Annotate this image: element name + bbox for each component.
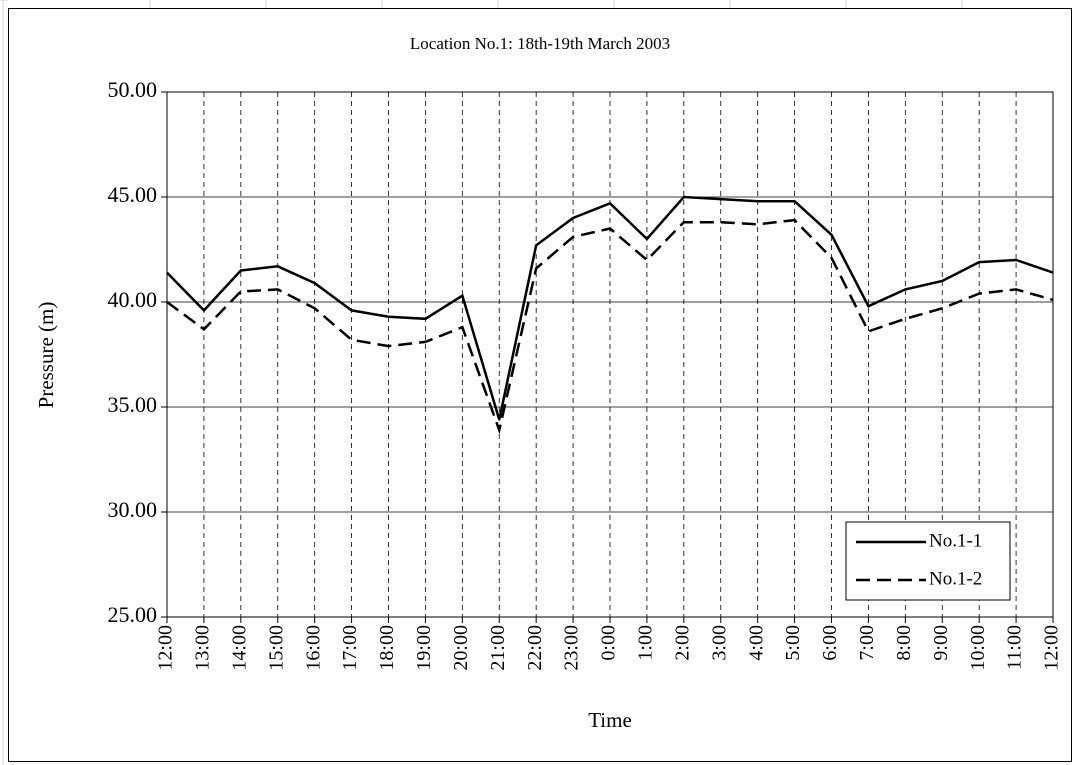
x-tick-label: 16:00 bbox=[302, 625, 324, 671]
x-tick-label: 3:00 bbox=[708, 625, 730, 661]
x-tick-label: 10:00 bbox=[967, 625, 989, 671]
x-tick-label: 1:00 bbox=[635, 625, 657, 661]
x-tick-label: 5:00 bbox=[782, 625, 804, 661]
x-tick-label: 8:00 bbox=[893, 625, 915, 661]
x-tick-label: 15:00 bbox=[265, 625, 287, 671]
chart-title: Location No.1: 18th-19th March 2003 bbox=[410, 34, 670, 53]
x-tick-label: 20:00 bbox=[450, 625, 472, 671]
x-tick-label: 9:00 bbox=[930, 625, 952, 661]
x-tick-label: 18:00 bbox=[376, 625, 398, 671]
legend-label: No.1-2 bbox=[929, 568, 982, 589]
y-tick-label: 25.00 bbox=[108, 602, 158, 627]
series-line bbox=[166, 218, 1054, 435]
x-tick-label: 12:00 bbox=[155, 625, 177, 671]
x-tick-label: 22:00 bbox=[524, 625, 546, 671]
x-tick-label: 4:00 bbox=[745, 625, 767, 661]
x-tick-label: 19:00 bbox=[413, 625, 435, 671]
x-tick-label: 7:00 bbox=[856, 625, 878, 661]
x-tick-label: 13:00 bbox=[192, 625, 214, 671]
legend-box bbox=[845, 521, 1011, 601]
x-tick-label: 23:00 bbox=[561, 625, 583, 671]
x-tick-label: 14:00 bbox=[228, 625, 250, 671]
x-tick-label: 6:00 bbox=[819, 625, 841, 661]
x-tick-label: 2:00 bbox=[671, 625, 693, 661]
x-tick-label: 17:00 bbox=[339, 625, 361, 671]
sheet-grid bbox=[0, 0, 963, 765]
y-axis-title: Pressure (m) bbox=[34, 302, 58, 409]
y-tick-label: 35.00 bbox=[108, 392, 158, 417]
plot-frame bbox=[166, 91, 1054, 618]
chart-area bbox=[8, 8, 1072, 762]
y-tick-label: 45.00 bbox=[108, 182, 158, 207]
x-tick-label: 12:00 bbox=[1041, 625, 1063, 671]
series-line bbox=[166, 195, 1054, 420]
y-tick-label: 40.00 bbox=[108, 287, 158, 312]
x-axis-title: Time bbox=[588, 708, 632, 732]
x-tick-label: 21:00 bbox=[487, 625, 509, 671]
legend-label: No.1-1 bbox=[929, 530, 982, 551]
x-tick-label: 0:00 bbox=[598, 625, 620, 661]
y-tick-label: 30.00 bbox=[108, 497, 158, 522]
x-tick-label: 11:00 bbox=[1004, 625, 1026, 670]
y-tick-label: 50.00 bbox=[108, 77, 158, 102]
